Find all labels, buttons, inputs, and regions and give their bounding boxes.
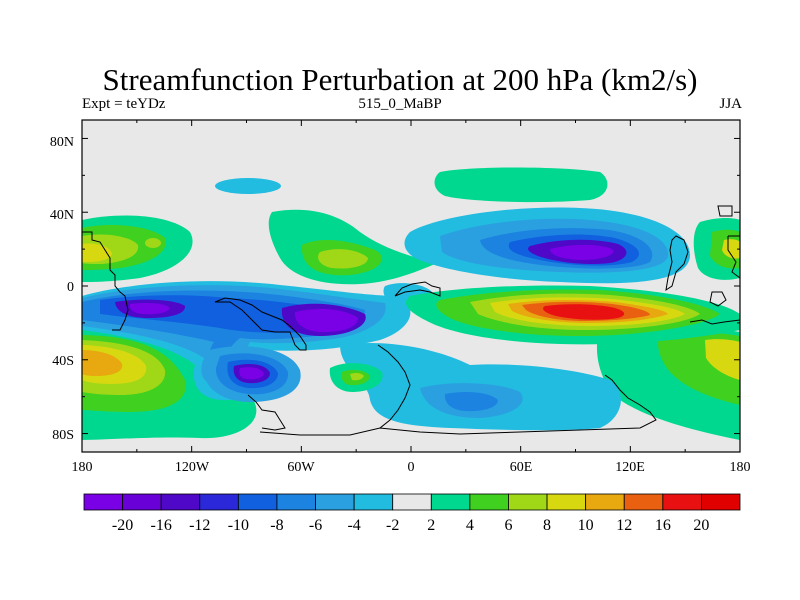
colorbar-label: 4 bbox=[466, 517, 474, 534]
coast-antarctica bbox=[259, 374, 657, 436]
colorbar-label: -20 bbox=[112, 517, 133, 534]
coast-southamerica-tip bbox=[247, 394, 286, 431]
contour-sh-positive-inner4 bbox=[82, 350, 123, 376]
contour-nh-mid-positive-inner2 bbox=[318, 249, 368, 269]
x-tick-label: 0 bbox=[408, 460, 415, 475]
coastlines bbox=[82, 205, 740, 436]
colorbar-box bbox=[392, 493, 432, 511]
colorbar-box bbox=[701, 493, 741, 511]
x-tick-label: 60E bbox=[510, 460, 533, 475]
coast-africa-south bbox=[377, 344, 411, 429]
colorbar-box bbox=[585, 493, 625, 511]
contour-nh-small-negative bbox=[215, 178, 281, 194]
chart-title: Streamfunction Perturbation at 200 hPa (… bbox=[102, 62, 698, 97]
x-tick-label: 60W bbox=[287, 460, 315, 475]
y-tick-label: 40N bbox=[50, 208, 74, 223]
colorbar-box bbox=[83, 493, 123, 511]
contour-sh-west-core-2 bbox=[129, 303, 170, 315]
colorbar: -20 -16 -12 -10 -8 -6 -4 -2 2 4 6 8 10 12 16 20 bbox=[83, 493, 741, 534]
colorbar-label: 12 bbox=[616, 517, 632, 534]
colorbar-box bbox=[160, 493, 201, 511]
contour-field bbox=[82, 120, 740, 452]
colorbar-box bbox=[122, 493, 162, 511]
colorbar-box bbox=[469, 493, 509, 511]
y-tick-label: 40S bbox=[52, 354, 74, 369]
coast-nz bbox=[709, 291, 727, 307]
colorbar-label: -6 bbox=[309, 517, 322, 534]
y-tick-label: 80N bbox=[50, 135, 74, 150]
y-tick-label: 80S bbox=[52, 428, 74, 443]
colorbar-label: -4 bbox=[347, 517, 360, 534]
colorbar-box bbox=[199, 493, 239, 511]
x-tick-label: 180 bbox=[72, 460, 93, 475]
colorbar-box bbox=[276, 493, 316, 511]
season-label: JJA bbox=[719, 96, 742, 112]
contour-indian-positive-core bbox=[543, 304, 625, 320]
colorbar-box bbox=[623, 493, 664, 511]
x-tick-label: 120E bbox=[615, 460, 645, 475]
colorbar-label: -8 bbox=[270, 517, 283, 534]
colorbar-box bbox=[315, 493, 355, 511]
coast-africa bbox=[394, 281, 441, 297]
contour-sh-atlantic-negative-3 bbox=[444, 392, 498, 412]
contour-sh-central-core-2 bbox=[294, 308, 358, 333]
colorbar-label: 20 bbox=[693, 517, 709, 534]
colorbar-label: 8 bbox=[543, 517, 551, 534]
contour-arctic-positive bbox=[434, 167, 608, 203]
contour-asia-negative-core bbox=[550, 244, 614, 260]
contour-sh-small-positive-3 bbox=[350, 372, 364, 381]
coast-australia bbox=[689, 319, 740, 325]
coast-asia-east bbox=[665, 235, 689, 292]
axis-labels: 180 120W 60W 0 60E 120E 180 80N 40N 0 40… bbox=[50, 135, 751, 475]
contour-nh-west-positive-inner3 bbox=[82, 243, 112, 262]
axis-ticks bbox=[81, 120, 741, 452]
contour-nh-east-positive-inner2 bbox=[722, 239, 740, 259]
y-tick-label: 0 bbox=[67, 280, 74, 295]
colorbar-label: 2 bbox=[427, 517, 435, 534]
contour-se-positive-inner2 bbox=[705, 339, 740, 380]
colorbar-label: 6 bbox=[504, 517, 512, 534]
colorbar-box bbox=[546, 493, 587, 511]
colorbar-label: -2 bbox=[386, 517, 399, 534]
colorbar-label: 10 bbox=[578, 517, 594, 534]
case-label: 515_0_MaBP bbox=[358, 96, 442, 112]
colorbar-box bbox=[508, 493, 548, 511]
coast-east-edge bbox=[727, 235, 740, 279]
experiment-label: Expt = teYDz bbox=[82, 96, 166, 112]
colorbar-label: -12 bbox=[189, 517, 210, 534]
colorbar-box bbox=[662, 493, 702, 511]
contour-nh-west-small-spot bbox=[145, 238, 161, 248]
colorbar-box bbox=[237, 493, 278, 511]
coast-americas-north bbox=[82, 231, 129, 331]
colorbar-label: -16 bbox=[151, 517, 172, 534]
contour-spac-negative-core bbox=[239, 367, 264, 380]
x-tick-label: 120W bbox=[175, 460, 210, 475]
coast-japan bbox=[717, 205, 733, 217]
colorbar-label: -10 bbox=[228, 517, 249, 534]
colorbar-box bbox=[430, 493, 471, 511]
colorbar-label: 16 bbox=[655, 517, 671, 534]
x-tick-label: 180 bbox=[730, 460, 751, 475]
coast-southamerica bbox=[214, 297, 307, 351]
colorbar-box bbox=[353, 493, 394, 511]
